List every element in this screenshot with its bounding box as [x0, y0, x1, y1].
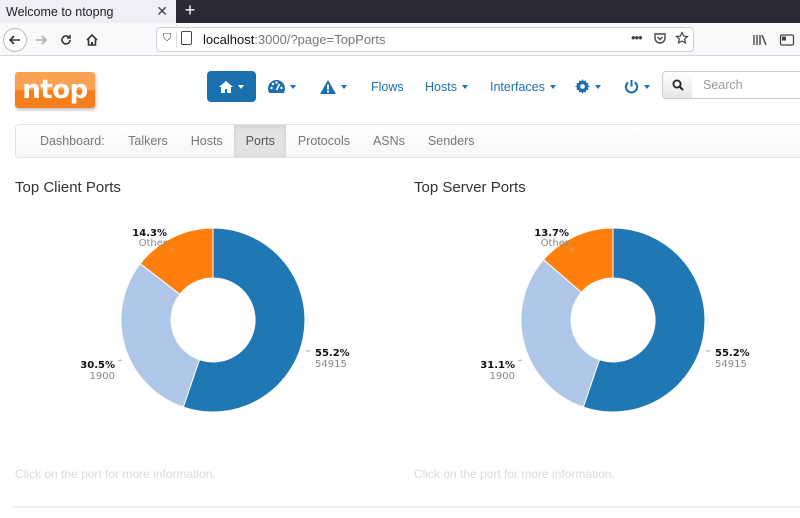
slice-pct: 14.3%: [132, 228, 167, 239]
tab-senders[interactable]: Senders: [427, 134, 475, 148]
sidebar-toggle-icon[interactable]: [775, 28, 799, 52]
reload-button[interactable]: [54, 28, 78, 52]
caret-down-icon: [341, 84, 347, 89]
tab-talkers[interactable]: Talkers: [128, 134, 168, 148]
search-icon: [672, 79, 684, 91]
tab-ports[interactable]: Ports: [234, 125, 287, 157]
alerts-menu[interactable]: [320, 71, 347, 102]
dashboard-label: Dashboard:: [40, 134, 105, 148]
server-ports-donut-chart: 55.2% 54915 31.1% 1900 13.7% Other: [480, 227, 750, 413]
tab-asns[interactable]: ASNs: [372, 134, 405, 148]
slice-label: 1900: [490, 371, 515, 382]
slice-label: 1900: [90, 371, 115, 382]
url-bar[interactable]: ⛉ localhost:3000/?page=TopPorts •••: [156, 27, 694, 52]
client-ports-title: Top Client Ports: [15, 179, 121, 196]
caret-down-icon: [644, 84, 650, 89]
caret-down-icon: [238, 84, 244, 89]
slice-pct: 31.1%: [480, 360, 515, 371]
library-icon[interactable]: [748, 28, 772, 52]
url-separator: [176, 32, 177, 48]
browser-tab-strip: Welcome to ntopng ✕ +: [0, 0, 800, 23]
arrow-left-icon: [8, 35, 20, 45]
more-actions-icon[interactable]: •••: [631, 30, 643, 45]
reload-icon: [61, 35, 71, 45]
search-button[interactable]: [662, 71, 693, 99]
client-ports-donut-chart: 55.2% 54915 30.5% 1900 14.3% Other: [80, 227, 350, 413]
slice-label: 54915: [315, 359, 347, 370]
slice-1900[interactable]: [520, 258, 601, 408]
slice-pct: 30.5%: [80, 360, 115, 371]
gear-icon: [575, 79, 590, 94]
back-button[interactable]: [3, 28, 27, 52]
slice-pct: 55.2%: [715, 348, 750, 359]
interfaces-menu[interactable]: Interfaces: [490, 71, 556, 102]
home-menu[interactable]: [207, 71, 256, 102]
browser-tab[interactable]: Welcome to ntopng ✕: [0, 0, 176, 23]
pocket-icon[interactable]: [653, 31, 667, 48]
home-button[interactable]: [80, 28, 104, 52]
caret-down-icon: [461, 84, 468, 89]
slice-label: Other: [541, 238, 570, 249]
slice-54915[interactable]: [582, 227, 706, 413]
browser-toolbar: ⛉ localhost:3000/?page=TopPorts •••: [0, 23, 800, 56]
slice-1900[interactable]: [120, 262, 201, 408]
settings-menu[interactable]: [575, 71, 601, 102]
power-icon: [624, 79, 639, 94]
tab-hosts[interactable]: Hosts: [190, 134, 223, 148]
dashboard-menu[interactable]: [268, 71, 296, 102]
dashboard-nav: Dashboard: Talkers Hosts Ports Protocols…: [15, 124, 800, 158]
forward-button[interactable]: [29, 28, 53, 52]
home-icon: [86, 33, 98, 46]
search-input[interactable]: [692, 71, 800, 99]
url-text[interactable]: localhost:3000/?page=TopPorts: [203, 32, 386, 47]
footer-divider: [12, 506, 800, 508]
slice-54915[interactable]: [182, 227, 306, 413]
power-menu[interactable]: [624, 71, 650, 102]
tab-title: Welcome to ntopng: [6, 4, 114, 19]
shield-icon[interactable]: ⛉: [163, 32, 172, 44]
tab-protocols[interactable]: Protocols: [297, 134, 350, 148]
server-ports-title: Top Server Ports: [414, 179, 526, 196]
tachometer-icon: [268, 80, 285, 93]
url-host: localhost: [203, 32, 255, 47]
slice-other[interactable]: [542, 227, 614, 294]
hosts-label: Hosts: [425, 79, 457, 94]
warning-icon: [320, 79, 336, 94]
slice-pct: 55.2%: [315, 348, 350, 359]
flows-menu[interactable]: Flows: [371, 71, 404, 102]
arrow-right-icon: [36, 35, 48, 45]
new-tab-button[interactable]: +: [184, 0, 196, 20]
bookmark-star-icon[interactable]: [675, 31, 689, 48]
url-path: :3000/?page=TopPorts: [254, 32, 386, 47]
interfaces-label: Interfaces: [490, 79, 545, 94]
home-icon: [219, 80, 233, 93]
ntop-logo[interactable]: ntop: [15, 72, 95, 108]
hosts-menu[interactable]: Hosts: [425, 71, 468, 102]
server-ports-hint: Click on the port for more information.: [414, 467, 615, 481]
close-tab-icon[interactable]: ✕: [156, 3, 168, 19]
caret-down-icon: [595, 84, 601, 89]
caret-down-icon: [549, 84, 556, 89]
caret-down-icon: [290, 84, 296, 89]
slice-pct: 13.7%: [534, 228, 569, 239]
page-icon: [181, 31, 192, 45]
slice-label: Other: [139, 238, 168, 249]
flows-label: Flows: [371, 79, 404, 94]
slice-other[interactable]: [139, 227, 214, 296]
slice-label: 54915: [715, 359, 747, 370]
client-ports-hint: Click on the port for more information.: [15, 467, 216, 481]
